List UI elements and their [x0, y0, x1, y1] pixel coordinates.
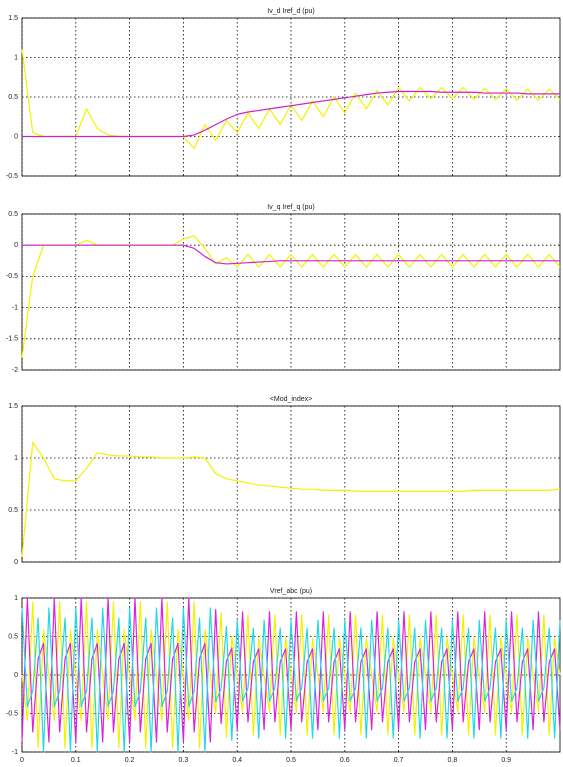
y-tick-label: 0.5 — [8, 94, 18, 101]
y-tick-label: -2 — [12, 367, 18, 374]
y-tick-label: -0.5 — [6, 710, 18, 717]
y-tick-label: 1 — [14, 455, 18, 462]
y-tick-label: -1.5 — [6, 336, 18, 343]
y-tick-label: 1 — [14, 595, 18, 602]
x-tick-label: 0.8 — [448, 757, 458, 764]
plot-area — [21, 405, 561, 563]
x-tick-label: 0.3 — [179, 757, 189, 764]
y-tick-label: 1.5 — [8, 15, 18, 22]
signal-line — [21, 49, 561, 149]
signal-line — [21, 601, 561, 749]
chart-title: Iv_q Iref_q (pu) — [267, 204, 314, 211]
x-tick-label: 0 — [20, 757, 24, 764]
y-tick-label: -1 — [12, 304, 18, 311]
y-tick-label: 1.5 — [8, 403, 18, 410]
x-tick-label: 0.4 — [232, 757, 242, 764]
signal-line — [21, 441, 561, 557]
chart-title: Iv_d Iref_d (pu) — [267, 8, 314, 15]
y-tick-label: 0 — [14, 672, 18, 679]
y-tick-label: 0.5 — [8, 507, 18, 514]
signal-line — [22, 244, 560, 265]
y-tick-label: 0 — [14, 133, 18, 140]
y-tick-label: 0.5 — [8, 211, 18, 218]
y-tick-label: -1 — [12, 749, 18, 756]
y-tick-label: 0.5 — [8, 633, 18, 640]
signal-line — [21, 607, 561, 753]
x-tick-label: 0.1 — [71, 757, 81, 764]
x-tick-label: 0.7 — [394, 757, 404, 764]
x-tick-label: 0.2 — [125, 757, 135, 764]
y-tick-label: 0 — [14, 242, 18, 249]
y-tick-label: 1 — [14, 54, 18, 61]
y-tick-label: -0.5 — [6, 173, 18, 180]
x-tick-label: 0.6 — [340, 757, 350, 764]
x-tick-label: 0.5 — [286, 757, 296, 764]
chart-title: <Mod_index> — [270, 396, 312, 403]
y-tick-label: 0 — [14, 559, 18, 566]
signal-line — [22, 90, 560, 138]
x-tick-label: 0.9 — [501, 757, 511, 764]
y-tick-label: -0.5 — [6, 273, 18, 280]
chart-title: Vref_abc (pu) — [270, 588, 312, 595]
